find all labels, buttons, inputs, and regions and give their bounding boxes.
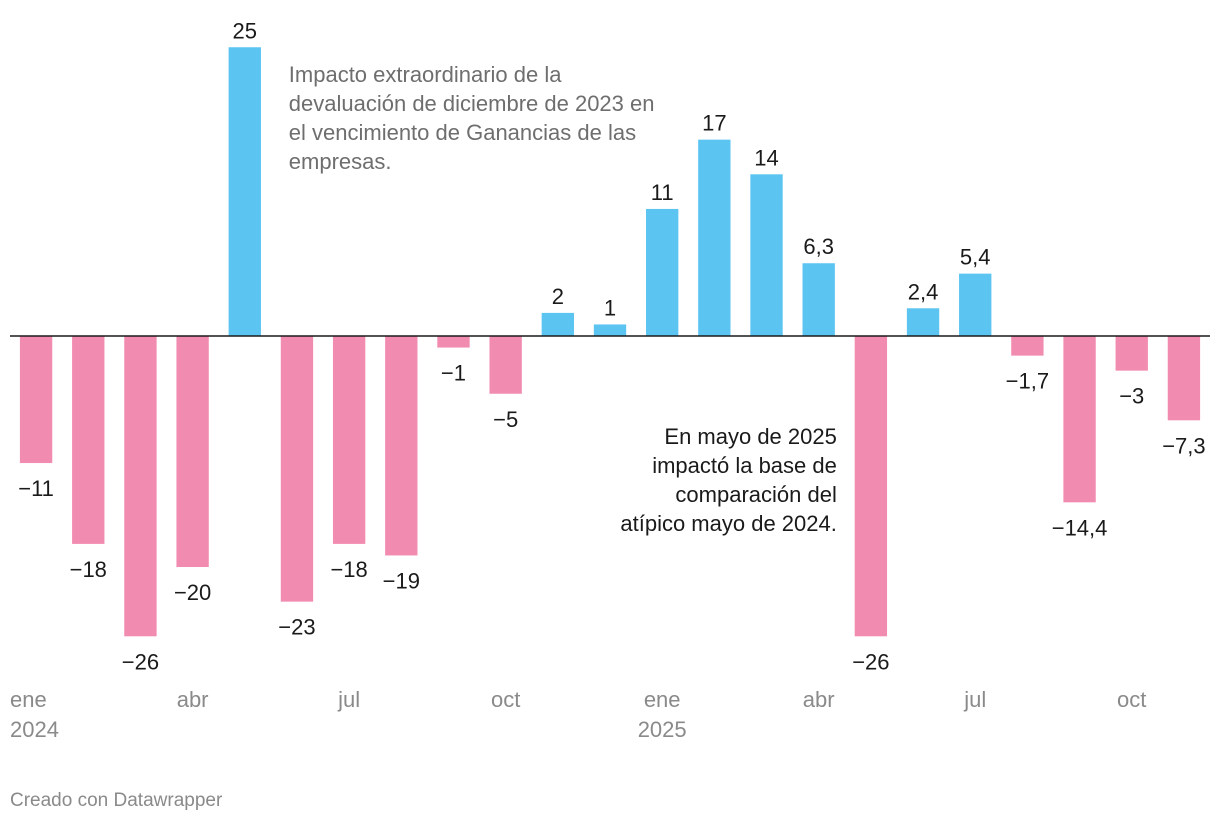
bar-feb-2024	[72, 336, 105, 544]
value-label: −26	[852, 649, 889, 674]
bar-jun-2024	[280, 336, 314, 602]
bar-may-2025	[854, 336, 888, 637]
bar-ago-2024	[385, 336, 418, 556]
value-label: −18	[330, 557, 367, 582]
bars-group	[19, 47, 1201, 637]
bar-mar-2025	[750, 174, 783, 336]
x-tick-label: jul	[963, 687, 986, 712]
bar-mar-2024	[124, 336, 157, 637]
annotation-line: impactó la base de	[652, 453, 837, 478]
bar-ene-2024	[19, 336, 53, 464]
bar-jul-2025	[959, 273, 992, 336]
value-label: −20	[174, 580, 211, 605]
bar-oct-2025	[1115, 336, 1148, 371]
value-label: −23	[278, 615, 315, 640]
bar-nov-2025	[1167, 336, 1201, 421]
bar-nov-2024	[541, 312, 574, 336]
bar-jul-2024	[332, 336, 366, 544]
value-label: 14	[754, 145, 778, 170]
value-label: 2,4	[908, 279, 939, 304]
value-label: −26	[122, 649, 159, 674]
annotations-group: Impacto extraordinario de la devaluación …	[289, 62, 837, 536]
value-label: 1	[604, 295, 616, 320]
annotation-1: Impacto extraordinario de la devaluación …	[289, 62, 655, 174]
value-label: −1,7	[1006, 369, 1049, 394]
value-label: −14,4	[1052, 515, 1108, 540]
value-labels-group: −11−18−26−2025−23−18 −19−1−52 11117146,3−2…	[18, 18, 1205, 674]
bar-sep-2025	[1063, 336, 1096, 503]
value-label: −1	[441, 361, 466, 386]
x-tick-label: abr	[803, 687, 835, 712]
annotation-2: En mayo de 2025 impactó la base de compara…	[620, 424, 836, 536]
value-label: −7,3	[1162, 433, 1205, 458]
bar-feb-2025	[698, 139, 731, 336]
value-label: 11	[651, 180, 674, 205]
value-label: 17	[702, 111, 726, 136]
value-label: −19	[383, 568, 420, 593]
bar-abr-2025	[802, 263, 835, 336]
x-tick-label: oct	[1117, 687, 1146, 712]
x-tick-label: ene	[644, 687, 681, 712]
bar-ago-2025	[1011, 336, 1044, 356]
bar-jun-2025	[906, 308, 940, 336]
x-axis: ene 2024 abr jul oct ene 2025 abr jul oct	[10, 687, 1146, 742]
x-tick-year: 2025	[638, 717, 687, 742]
annotation-line: atípico mayo de 2024.	[620, 511, 836, 536]
value-label: 5,4	[960, 245, 991, 270]
x-tick-label: abr	[177, 687, 209, 712]
annotation-line: Impacto extraordinario de la	[289, 62, 562, 87]
annotation-line: devaluación de diciembre de 2023 en	[289, 91, 655, 116]
x-tick-year: 2024	[10, 717, 59, 742]
bar-dic-2024	[593, 324, 627, 336]
annotation-line: el vencimiento de Ganancias de las	[289, 120, 636, 145]
value-label: 6,3	[803, 234, 834, 259]
credit-footer: Creado con Datawrapper	[10, 790, 223, 811]
x-tick-label: jul	[337, 687, 360, 712]
value-label: −5	[493, 407, 518, 432]
value-label: 25	[233, 18, 257, 43]
bar-chart: −11−18−26−2025−23−18 −19−1−52 11117146,3−2…	[10, 18, 1210, 742]
bar-may-2024	[228, 47, 261, 336]
bar-sep-2024	[437, 336, 470, 348]
annotation-line: empresas.	[289, 149, 392, 174]
annotation-line: En mayo de 2025	[664, 424, 836, 449]
bar-oct-2024	[489, 336, 522, 394]
value-label: −18	[70, 557, 107, 582]
value-label: 2	[552, 284, 564, 309]
bar-abr-2024	[176, 336, 209, 567]
x-tick-label: oct	[491, 687, 520, 712]
annotation-line: comparación del	[675, 482, 836, 507]
bar-ene-2025	[646, 208, 679, 336]
value-label: −3	[1119, 384, 1144, 409]
value-label: −11	[18, 476, 54, 501]
x-tick-label: ene	[10, 687, 47, 712]
